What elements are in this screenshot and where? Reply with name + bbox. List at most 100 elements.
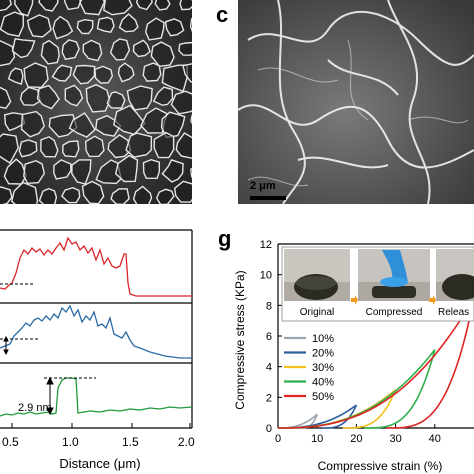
stress-curve-30pct-unloading (342, 389, 397, 429)
foam-pore (23, 159, 46, 185)
foam-pore (107, 134, 132, 159)
foam-pore (38, 187, 58, 204)
y-tick-label: 6 (266, 331, 272, 343)
stress-curve-20pct-loading (278, 404, 357, 429)
foam-pore (38, 0, 59, 12)
foam-pore (189, 17, 192, 33)
y-tick-label: 2 (266, 392, 272, 404)
foam-pore (94, 65, 114, 84)
foam-pore (71, 159, 92, 185)
photo-label-compressed: Compressed (366, 307, 423, 318)
foam-pore (144, 17, 165, 41)
foam-pore (125, 132, 153, 158)
foam-pore (79, 0, 106, 16)
foam-pore (96, 16, 115, 33)
stress-curve-50pct-unloading (385, 297, 474, 429)
legend-label: 40% (312, 377, 334, 389)
foam-pore (7, 67, 24, 86)
foam-pore (51, 64, 73, 82)
foam-pore (190, 114, 192, 125)
foam-pore (82, 39, 103, 62)
foam-pore (0, 86, 12, 109)
foam-pore (126, 85, 153, 111)
foam-pore (164, 18, 185, 37)
foam-pore (118, 13, 139, 33)
foam-pore (11, 38, 36, 59)
x-axis-label: Distance (μm) (59, 456, 140, 471)
foam-pore (0, 186, 13, 204)
legend-label: 30% (312, 362, 334, 374)
foam-pore (53, 159, 72, 180)
foam-pore (154, 0, 171, 11)
foam-pore (117, 62, 135, 83)
legend-label: 20% (312, 348, 334, 360)
foam-pore (76, 18, 94, 35)
foam-pore (152, 86, 174, 106)
foam-pore (72, 64, 96, 85)
y-tick-label: 10 (260, 270, 272, 282)
x-tick-label: 40 (429, 433, 441, 445)
arrow-right-icon (351, 295, 358, 305)
profile-line-red (0, 236, 192, 297)
legend-label: 50% (312, 391, 334, 403)
foam-pore (26, 14, 52, 38)
foam-pore (19, 86, 41, 106)
sem-image-left (0, 0, 192, 204)
foam-pore (0, 0, 12, 12)
foam-pore (0, 11, 25, 37)
foam-pore (81, 180, 105, 204)
foam-pore (61, 39, 80, 61)
foam-pore (14, 0, 34, 17)
foam-pore (64, 84, 84, 107)
foam-pore (132, 185, 153, 204)
foam-pore (178, 41, 192, 56)
y-tick-label: 8 (266, 300, 272, 312)
foam-pore (182, 63, 192, 83)
arrow-right-icon (429, 295, 436, 305)
foam-pore (18, 139, 38, 158)
foam-pore (140, 107, 169, 134)
foam-pore (175, 132, 192, 159)
foam-pore (95, 159, 122, 185)
xtick-label: 2.0 (178, 435, 195, 449)
y-axis-label: Compressive stress (KPa) (233, 270, 247, 409)
photo-label-released: Releas (438, 307, 469, 318)
xtick-label: 1.0 (62, 435, 79, 449)
foam-pore (170, 90, 192, 115)
sem-image-c: 2 μm (238, 0, 474, 204)
stress-curve-50pct-loading (278, 297, 474, 429)
foam-pore (153, 131, 175, 159)
foam-pore (106, 91, 126, 109)
x-tick-label: 0 (275, 433, 281, 445)
y-tick-label: 0 (266, 423, 272, 435)
foam-pore (0, 40, 16, 67)
foam-pore (150, 41, 175, 68)
foam-pore (113, 104, 146, 136)
foam-pore (68, 112, 96, 138)
stress-curve-20pct-unloading (321, 404, 358, 429)
foam-pore (63, 0, 81, 11)
scale-bar-label: 2 μm (250, 180, 276, 192)
legend-label: 10% (312, 333, 334, 345)
foam-pore (40, 39, 60, 65)
height-profile-panel: 2.9 nm 0.5 1.0 1.5 2.0 Distance (μm) (0, 229, 195, 471)
stress-curve-40pct-unloading (364, 349, 436, 429)
foam-pore (135, 0, 153, 11)
foam-pore (173, 180, 192, 203)
profile-line-blue (0, 304, 192, 359)
foam-pore (36, 84, 60, 110)
foam-pore (179, 0, 192, 11)
foam-pore (142, 158, 161, 180)
x-tick-label: 30 (389, 433, 401, 445)
foam-pore (161, 159, 184, 183)
x-tick-label: 10 (311, 433, 323, 445)
stress-strain-chart: Compressive stress (KPa) 0 2 4 6 8 10 12 0 10 20… (233, 239, 474, 473)
panel-letter-c: c (216, 2, 229, 27)
foam-pore (85, 83, 111, 113)
foam-pore (142, 62, 162, 82)
foam-pore (62, 140, 80, 158)
foam-pore (103, 0, 133, 16)
photo-label-original: Original (300, 307, 334, 318)
foam-pore (48, 113, 78, 138)
foam-pore (0, 133, 19, 164)
